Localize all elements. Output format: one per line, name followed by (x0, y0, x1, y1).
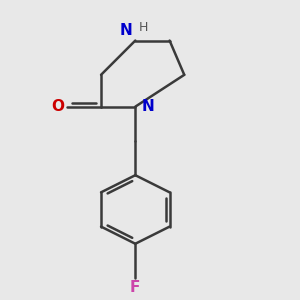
Text: N: N (141, 99, 154, 114)
Text: H: H (139, 21, 148, 34)
Text: F: F (130, 280, 140, 296)
Text: N: N (120, 23, 133, 38)
Text: O: O (51, 99, 64, 114)
